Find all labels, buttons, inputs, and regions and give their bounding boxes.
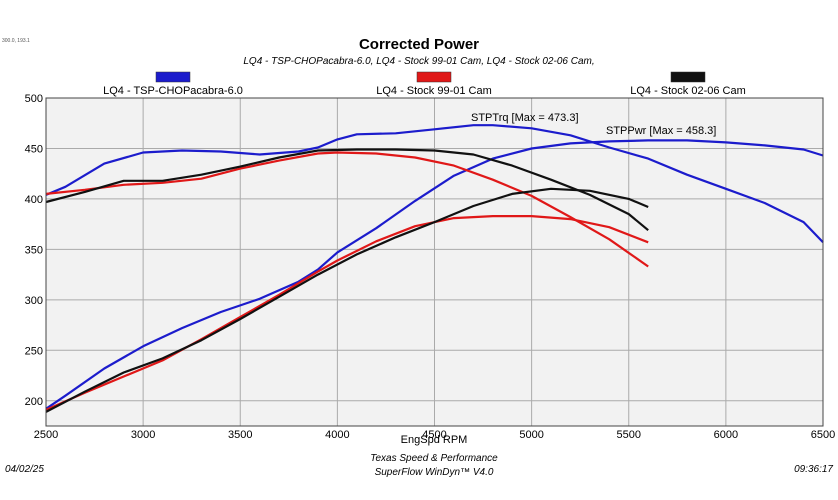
legend-swatch <box>155 71 191 83</box>
x-tick-label: 5000 <box>519 429 543 441</box>
footer-time: 09:36:17 <box>794 464 833 475</box>
footer-software: SuperFlow WinDyn™ V4.0 <box>375 467 494 478</box>
power-max-annotation: STPPwr [Max = 458.3] <box>606 125 716 137</box>
legend-label: LQ4 - Stock 99-01 Cam <box>376 85 492 97</box>
footer-date: 04/02/25 <box>5 464 44 475</box>
x-tick-label: 6000 <box>714 429 738 441</box>
curves <box>45 124 824 413</box>
x-tick-label: 4500 <box>422 429 446 441</box>
x-tick-label: 3000 <box>131 429 155 441</box>
chart-title: Corrected Power <box>359 36 479 53</box>
y-tick-label: 300 <box>25 295 43 307</box>
legend: LQ4 - TSP-CHOPacabra-6.0 LQ4 - Stock 99-0… <box>103 71 746 97</box>
y-tick-label: 200 <box>25 396 43 408</box>
legend-swatch <box>670 71 706 83</box>
legend-swatch <box>416 71 452 83</box>
torque-max-annotation: STPTrq [Max = 473.3] <box>471 112 579 124</box>
chart-subtitle: LQ4 - TSP-CHOPacabra-6.0, LQ4 - Stock 99… <box>243 56 594 67</box>
x-tick-label: 6500 <box>811 429 835 441</box>
tsp-power-line <box>45 139 824 410</box>
axis-ticks: 2500 3000 3500 4000 4500 5000 5500 6000 6500 200 2… <box>25 93 836 441</box>
legend-label: LQ4 - Stock 02-06 Cam <box>630 85 746 97</box>
x-tick-label: 4000 <box>325 429 349 441</box>
x-tick-label: 2500 <box>34 429 58 441</box>
x-axis-label: EngSpd RPM <box>401 434 468 446</box>
x-tick-label: 5500 <box>617 429 641 441</box>
corner-readout: 300.0, 193.1 <box>2 38 30 44</box>
stock02-power-line <box>45 187 649 413</box>
y-tick-label: 400 <box>25 194 43 206</box>
stock02-torque-line <box>45 148 649 232</box>
legend-label: LQ4 - TSP-CHOPacabra-6.0 <box>103 85 243 97</box>
tsp-torque-line <box>45 124 824 244</box>
footer-company: Texas Speed & Performance <box>370 453 498 464</box>
plot-frame <box>45 97 824 427</box>
y-tick-label: 250 <box>25 345 43 357</box>
x-tick-label: 3500 <box>228 429 252 441</box>
y-tick-label: 350 <box>25 244 43 256</box>
stock99-torque-line <box>45 151 649 268</box>
y-tick-label: 450 <box>25 143 43 155</box>
stock99-power-line <box>45 215 649 411</box>
y-tick-label: 500 <box>25 93 43 105</box>
